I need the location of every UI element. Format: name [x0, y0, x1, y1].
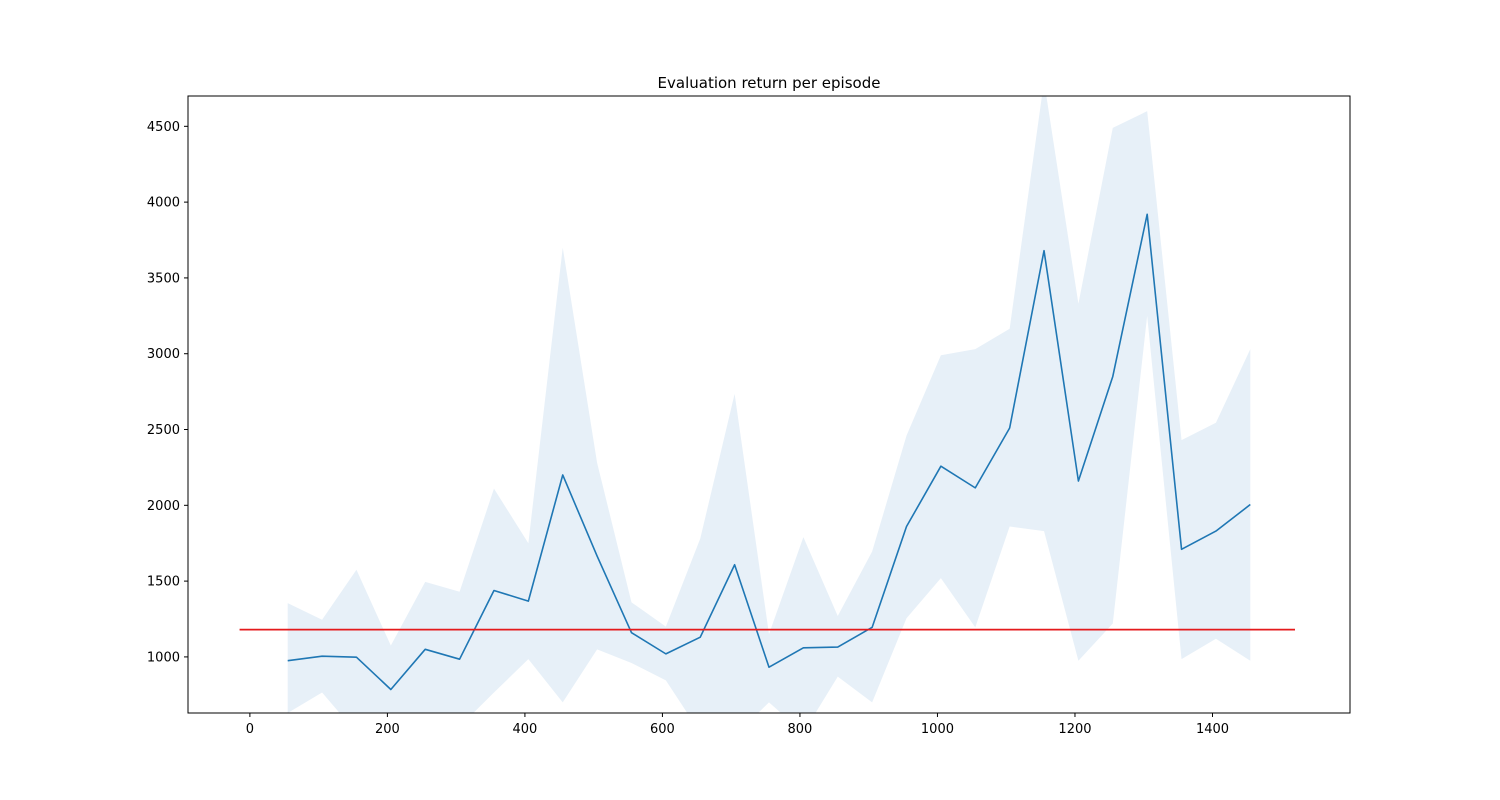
series-0-point	[493, 590, 495, 592]
y-axis: 1000 1500 2000 2500 3000 3500 4000 4500	[147, 120, 188, 665]
series-0-point	[1009, 427, 1011, 429]
chart-title: Evaluation return per episode	[658, 74, 881, 92]
series-0-point	[1181, 548, 1183, 550]
y-tick-label: 1000	[147, 650, 180, 665]
series-0-point	[1043, 250, 1045, 252]
series-0-point	[837, 646, 839, 648]
series-0-point	[1078, 480, 1080, 482]
x-tick-label: 800	[788, 722, 813, 737]
x-tick-label: 1000	[921, 722, 954, 737]
series-0-band	[287, 96, 1251, 713]
series-0-point	[906, 526, 908, 528]
series-0-point	[596, 555, 598, 557]
series-0-point	[940, 465, 942, 467]
series-0-point	[562, 474, 564, 476]
x-tick-label: 0	[246, 722, 254, 737]
x-axis: 0 200 400 600 800 1000 1200 1400	[246, 713, 1229, 737]
series-0-point	[1215, 530, 1217, 532]
series-0-point	[356, 656, 358, 658]
axes-frame	[187, 95, 1351, 714]
x-tick-label: 600	[650, 722, 675, 737]
y-tick-label: 4500	[147, 120, 180, 135]
series-0-point	[699, 636, 701, 638]
x-tick-label: 1400	[1196, 722, 1229, 737]
series-0-point	[1250, 504, 1252, 506]
series-0-point	[321, 655, 323, 657]
series-0-point	[528, 600, 530, 602]
series-0-point	[287, 660, 289, 662]
y-tick-label: 4000	[147, 196, 180, 211]
y-tick-label: 1500	[147, 575, 180, 590]
y-tick-label: 2000	[147, 499, 180, 514]
series-0-point	[768, 666, 770, 668]
series-0-point	[734, 564, 736, 566]
x-tick-label: 1200	[1058, 722, 1091, 737]
x-tick-label: 400	[512, 722, 537, 737]
series-0-point	[1146, 213, 1148, 215]
plot-area	[239, 96, 1295, 713]
series-0-point	[1112, 376, 1114, 378]
x-tick-label: 200	[375, 722, 400, 737]
series-0-point	[665, 653, 667, 655]
y-tick-label: 3500	[147, 271, 180, 286]
y-tick-label: 3000	[147, 347, 180, 362]
series-0-point	[803, 647, 805, 649]
series-0-point	[459, 658, 461, 660]
series-0-line	[287, 213, 1251, 691]
series-0-point	[390, 689, 392, 691]
series-0-point	[871, 627, 873, 629]
series-0-point	[631, 632, 633, 634]
series-0-point	[974, 487, 976, 489]
series-0-point	[424, 649, 426, 651]
y-tick-label: 2500	[147, 423, 180, 438]
